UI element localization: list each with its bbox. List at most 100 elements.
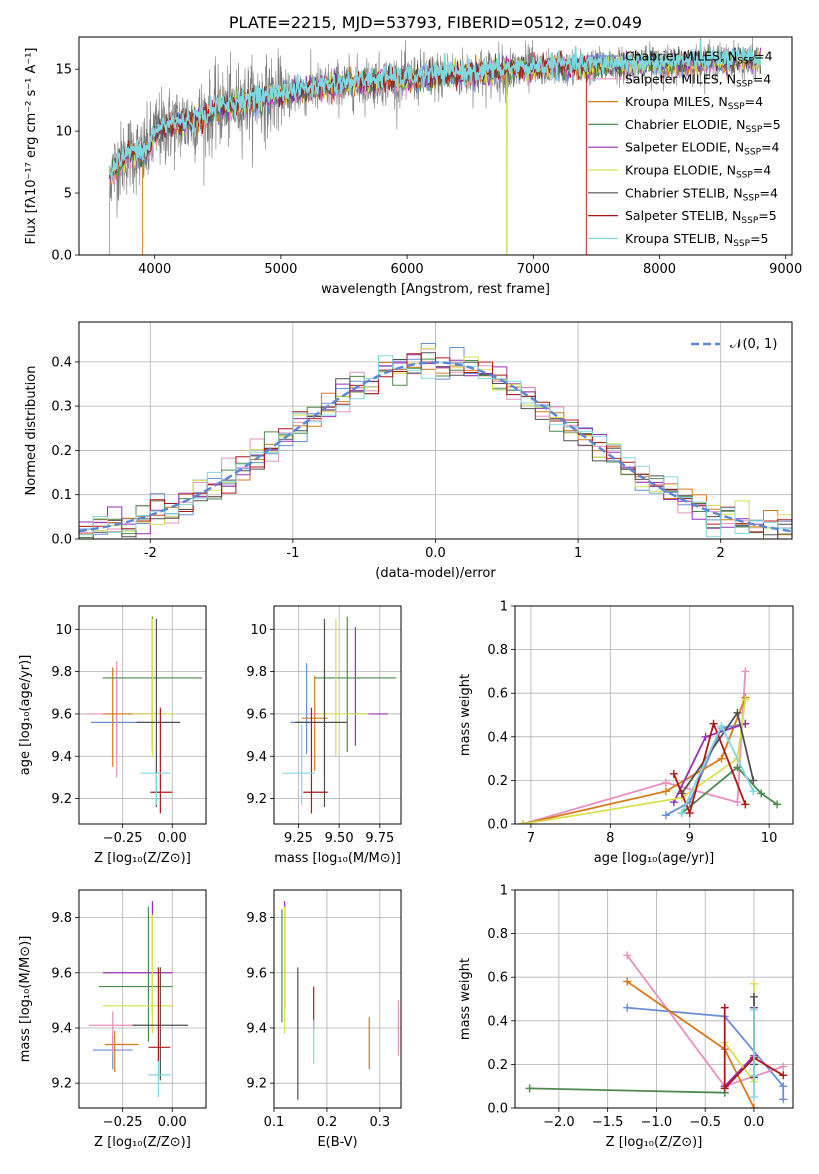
y-tick-label: 9.2 — [51, 792, 72, 807]
plus-marker — [717, 721, 726, 730]
plus-marker — [720, 1084, 729, 1093]
x-tick-label: 9 — [686, 831, 694, 846]
y-tick-label: 0.8 — [487, 643, 508, 658]
plus-marker — [623, 977, 632, 986]
weight-vs-z-panel: −2.0 −1.5 −1.0 −0.5 0.0 0.0 0.2 0.4 0.6 0.8 1 Z [lo… — [458, 884, 794, 1150]
y-tick-label: 0.0 — [487, 818, 508, 833]
spectrum-legend: Chabrier MILES, NSSP=4 Salpeter MILES, NS… — [588, 49, 781, 249]
y-tick-label: 9.8 — [246, 911, 267, 926]
errorbar-kroupa-miles — [301, 675, 328, 772]
weight-vs-z-plot-area — [525, 951, 788, 1108]
errorbar-kroupa-elodie — [132, 618, 173, 757]
x-axis-label: Z [log₁₀(Z/Z⊙)] — [94, 851, 191, 866]
plus-marker — [717, 754, 726, 763]
x-tick-label: −2.0 — [543, 1115, 575, 1130]
y-tick-label: 9.6 — [246, 966, 267, 981]
errorbar-kroupa-stelib — [282, 724, 315, 805]
y-tick-label: 0.2 — [487, 1058, 508, 1073]
legend-label: Kroupa ELODIE, NSSP=4 — [625, 163, 771, 181]
plus-marker — [661, 778, 670, 787]
plus-marker — [779, 1062, 788, 1071]
y-tick-label: 9.6 — [51, 966, 72, 981]
y-tick-label: 0.4 — [487, 1014, 508, 1029]
errorbar-chabrier-stelib — [136, 618, 181, 808]
y-axis-label: mass [log₁₀(M/M⊙)] — [18, 936, 33, 1063]
y-tick-label: 0.0 — [51, 533, 72, 548]
plus-marker — [749, 1071, 758, 1080]
plus-marker — [773, 800, 782, 809]
y-tick-label: 9.8 — [246, 665, 267, 680]
legend-label: Chabrier STELIB, NSSP=4 — [625, 185, 778, 203]
y-axis-label: mass weight — [458, 674, 473, 756]
errorbar-kroupa-stelib — [148, 1061, 171, 1097]
plus-marker — [677, 809, 686, 818]
y-axis-label: mass weight — [458, 958, 473, 1040]
errorbar-chabrier-stelib — [132, 967, 189, 1081]
x-tick-label: -1 — [286, 546, 299, 561]
y-tick-label: 9.2 — [246, 1077, 267, 1092]
mass-vs-ebv-plot-area — [281, 901, 399, 1100]
x-tick-label: −0.25 — [103, 1115, 143, 1130]
x-axis-label: age [log₁₀(age/yr)] — [594, 851, 715, 866]
x-tick-label: -2 — [144, 546, 157, 561]
errorbar-salpeter-elodie — [347, 627, 388, 746]
residuals-panel: -2 -1 0.0 1 2 0.0 0.1 0.2 0.3 0.4 (data-model)/err… — [24, 321, 793, 581]
age-vs-z-frame — [78, 605, 207, 825]
y-tick-label: 0.3 — [51, 400, 72, 415]
plus-marker — [749, 787, 758, 796]
plus-marker — [779, 1071, 788, 1080]
weight-vs-z-frame — [514, 889, 794, 1109]
plus-marker — [757, 789, 766, 798]
plus-marker — [623, 1003, 632, 1012]
errorbar-kroupa-miles — [102, 667, 153, 767]
series-line-salpeter-stelib — [723, 1007, 784, 1091]
y-tick-label: 9.4 — [51, 750, 72, 765]
errorbar-salpeter-elodie — [132, 618, 167, 746]
x-tick-label: 10 — [761, 831, 778, 846]
histogram-chabrier-miles — [79, 343, 792, 535]
y-tick-label: 10 — [55, 623, 72, 638]
plus-marker — [749, 992, 758, 1001]
x-tick-label: 0.00 — [158, 1115, 187, 1130]
histogram-kroupa-elodie — [79, 348, 792, 539]
spectrum-plot-area — [106, 37, 762, 255]
x-tick-label: 4000 — [138, 262, 171, 277]
y-tick-label: 0.0 — [51, 249, 72, 264]
plus-marker — [525, 1084, 534, 1093]
errorbar-salpeter-stelib — [303, 707, 328, 814]
x-tick-label: 0.2 — [317, 1115, 338, 1130]
x-tick-label: 1 — [574, 546, 582, 561]
residuals-plot-area — [79, 343, 792, 539]
x-tick-label: 7000 — [517, 262, 550, 277]
y-tick-label: 9.6 — [246, 707, 267, 722]
plus-marker — [779, 1095, 788, 1104]
series-line-kroupa-miles — [626, 980, 755, 1108]
age-vs-z-plot-area — [86, 616, 203, 814]
y-tick-label: 9.4 — [246, 750, 267, 765]
plus-marker — [685, 809, 694, 818]
errorbar-kroupa-stelib — [140, 772, 171, 805]
histogram-kroupa-stelib — [79, 355, 792, 538]
x-tick-label: 0.00 — [158, 831, 187, 846]
chart-title: PLATE=2215, MJD=53793, FIBERID=0512, z=0… — [229, 13, 642, 32]
legend-label: 𝒩(0, 1) — [730, 337, 777, 352]
plus-marker — [749, 1104, 758, 1108]
mass-vs-ebv-frame — [273, 889, 402, 1109]
y-tick-label: 0.6 — [487, 687, 508, 702]
series-line-chabrier-elodie — [529, 1087, 725, 1094]
y-tick-label: 9.8 — [51, 665, 72, 680]
y-tick-label: 5 — [64, 187, 72, 202]
weight-vs-age-plot-area — [518, 667, 782, 824]
age-vs-mass-panel: 9.25 9.50 9.75 9.2 9.4 9.6 9.8 10 mass [log₁₀(M/… — [246, 605, 402, 866]
x-tick-label: −0.5 — [689, 1115, 721, 1130]
model-line-kroupa-stelib — [108, 39, 762, 179]
x-axis-label: mass [log₁₀(M/M⊙)] — [274, 851, 401, 866]
plus-marker — [749, 776, 758, 785]
y-tick-label: 10 — [55, 125, 72, 140]
y-tick-label: 9.2 — [246, 792, 267, 807]
legend-label: Chabrier MILES, NSSP=4 — [625, 49, 773, 67]
errorbar-salpeter-elodie — [102, 901, 173, 1015]
series-line-salpeter-miles — [522, 671, 747, 824]
x-tick-label: 9.25 — [284, 831, 313, 846]
x-tick-label: 5000 — [264, 262, 297, 277]
